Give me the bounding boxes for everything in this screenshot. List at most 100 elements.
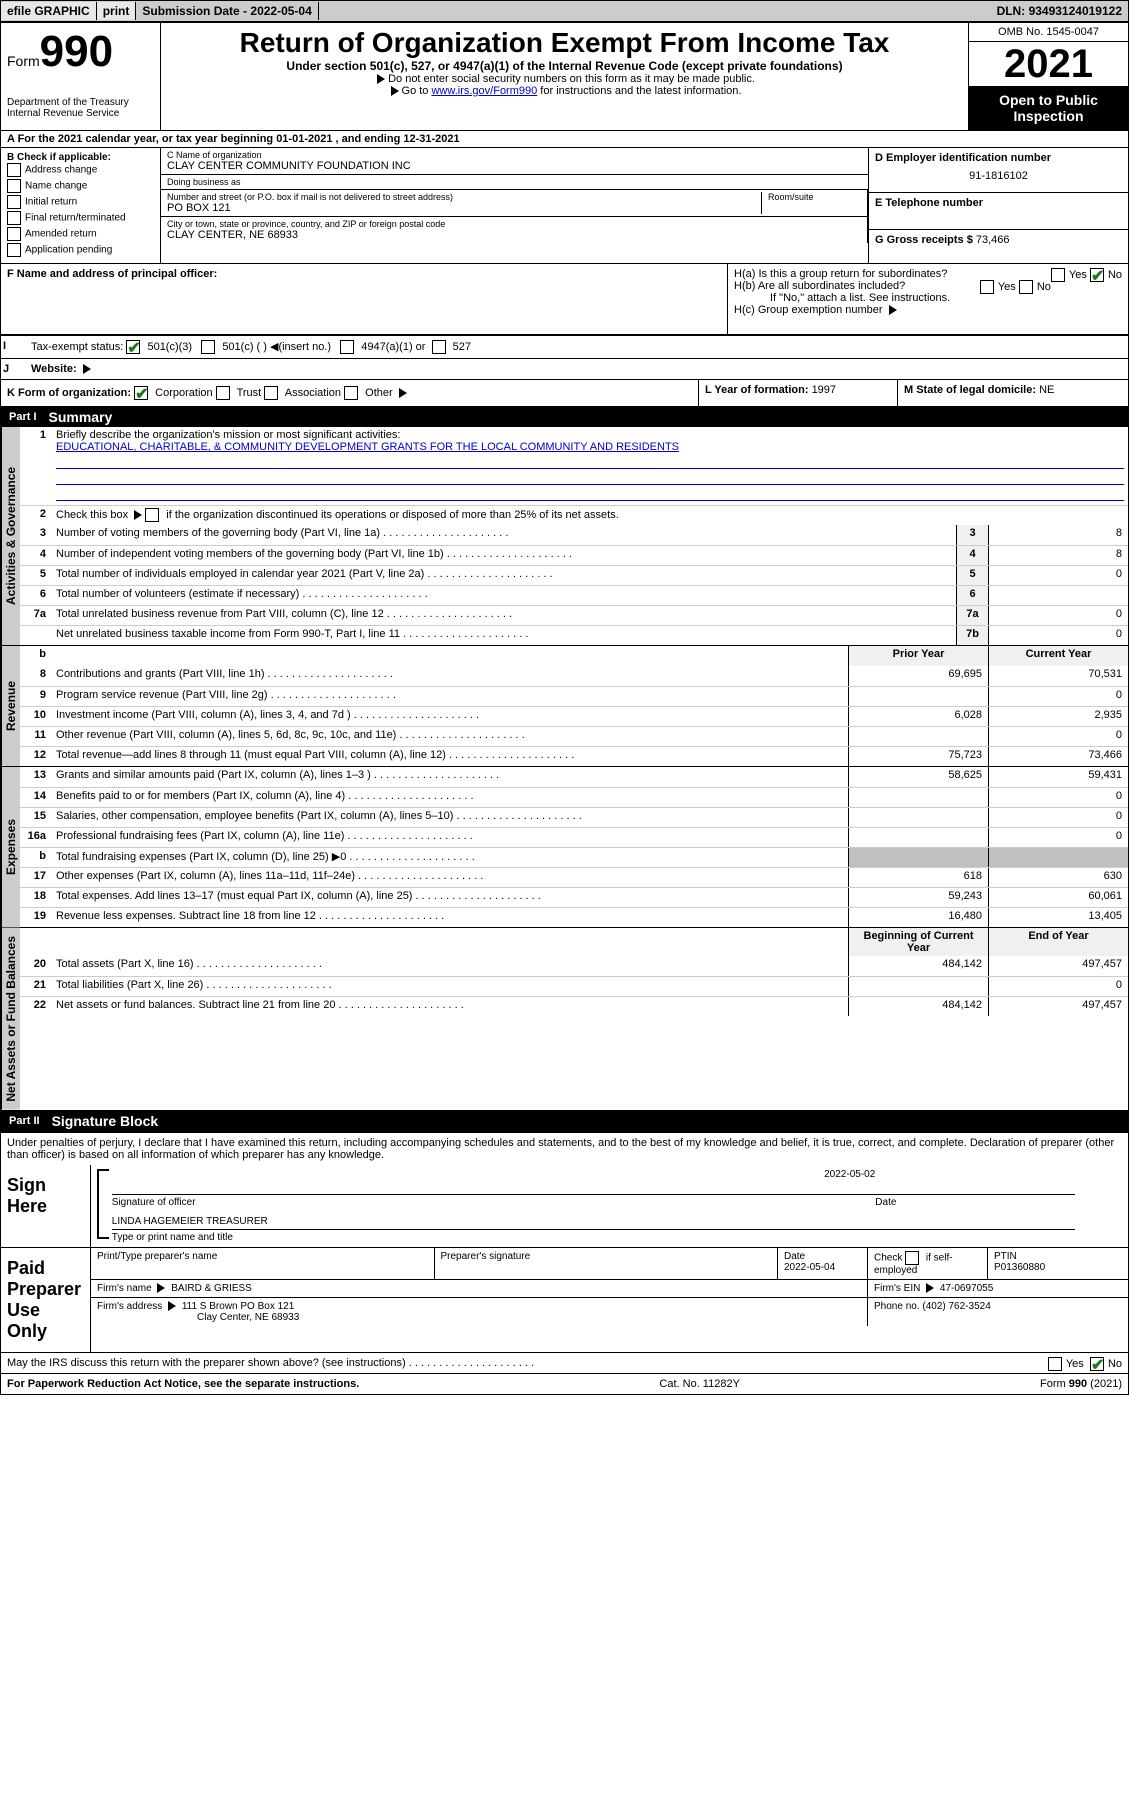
hb-yes-checkbox[interactable] <box>980 280 994 294</box>
footer-right: Form 990 (2021) <box>1040 1378 1122 1390</box>
firm-name-label: Firm's name <box>97 1283 154 1294</box>
checkbox-application-pending[interactable]: Application pending <box>7 243 154 257</box>
k-association-checkbox[interactable] <box>264 386 278 400</box>
current-value: 60,061 <box>988 888 1128 907</box>
line-value: 8 <box>988 546 1128 565</box>
city-label: City or town, state or province, country… <box>167 219 861 229</box>
line-desc: Net unrelated business taxable income fr… <box>52 626 956 645</box>
line-desc: Total fundraising expenses (Part IX, col… <box>52 848 848 867</box>
tax-year: 2021 <box>969 42 1128 86</box>
paid-preparer-row: Paid Preparer Use Only Print/Type prepar… <box>1 1248 1128 1353</box>
line-desc: Professional fundraising fees (Part IX, … <box>52 828 848 847</box>
prior-value <box>848 687 988 706</box>
section-f: F Name and address of principal officer: <box>1 264 728 334</box>
line-14: 14 Benefits paid to or for members (Part… <box>20 787 1128 807</box>
section-c-wrap: C Name of organization CLAY CENTER COMMU… <box>161 148 868 263</box>
part1-title: Summary <box>49 409 113 425</box>
triangle-icon <box>157 1283 165 1293</box>
current-value: 59,431 <box>988 767 1128 787</box>
checkbox-amended-return[interactable]: Amended return <box>7 227 154 241</box>
current-value: 497,457 <box>988 997 1128 1016</box>
prep-sig-label: Preparer's signature <box>441 1251 772 1262</box>
part1-revenue: Revenue b Prior Year Current Year 8 Cont… <box>1 646 1128 767</box>
line-desc: Other expenses (Part IX, column (A), lin… <box>52 868 848 887</box>
tab-net-assets: Net Assets or Fund Balances <box>1 928 20 1110</box>
hb-no-checkbox[interactable] <box>1019 280 1033 294</box>
line-b: b Total fundraising expenses (Part IX, c… <box>20 847 1128 867</box>
sig-date-label: Date <box>875 1197 1075 1208</box>
open-to-public: Open to Public Inspection <box>969 86 1128 130</box>
gross-receipts-label: G Gross receipts $ <box>875 234 973 246</box>
ha-yes-checkbox[interactable] <box>1051 268 1065 282</box>
line-desc: Total expenses. Add lines 13–17 (must eq… <box>52 888 848 907</box>
discuss-no-checkbox[interactable] <box>1090 1357 1104 1371</box>
line-16a: 16a Professional fundraising fees (Part … <box>20 827 1128 847</box>
tab-revenue: Revenue <box>1 646 20 766</box>
line-num: b <box>20 848 52 867</box>
line-desc: Grants and similar amounts paid (Part IX… <box>52 767 848 787</box>
current-value: 70,531 <box>988 666 1128 686</box>
sections-d-e-g: D Employer identification number 91-1816… <box>868 148 1128 263</box>
checkbox-final-return[interactable]: Final return/terminated <box>7 211 154 225</box>
line-desc: Total unrelated business revenue from Pa… <box>52 606 956 625</box>
line-7a: 7a Total unrelated business revenue from… <box>20 605 1128 625</box>
discontinued-checkbox[interactable] <box>145 508 159 522</box>
form-number: 990 <box>40 27 113 76</box>
print-button[interactable]: print <box>97 2 137 20</box>
h-c: H(c) Group exemption number <box>734 304 1122 316</box>
line-num: 6 <box>20 586 52 605</box>
sig-officer-label: Signature of officer <box>112 1197 876 1208</box>
prior-value: 6,028 <box>848 707 988 726</box>
omb-number: OMB No. 1545-0047 <box>969 23 1128 42</box>
room-label: Room/suite <box>768 192 861 202</box>
address-block: Number and street (or P.O. box if mail i… <box>161 190 868 243</box>
line-num: 8 <box>20 666 52 686</box>
org-name-cell: C Name of organization CLAY CENTER COMMU… <box>161 148 868 175</box>
checkbox-name-change[interactable]: Name change <box>7 179 154 193</box>
ha-no-checkbox[interactable] <box>1090 268 1104 282</box>
checkbox-address-change[interactable]: Address change <box>7 163 154 177</box>
line2-desc: Check this box if the organization disco… <box>52 506 1128 525</box>
self-employed-checkbox[interactable] <box>905 1251 919 1265</box>
i-label: I <box>1 336 25 358</box>
501c3-checkbox[interactable] <box>126 340 140 354</box>
line-boxnum: 6 <box>956 586 988 605</box>
sign-here-label: Sign Here <box>1 1165 91 1247</box>
k-other-checkbox[interactable] <box>344 386 358 400</box>
firm-addr-label: Firm's address <box>97 1301 165 1312</box>
current-value: 497,457 <box>988 956 1128 976</box>
k-trust-checkbox[interactable] <box>216 386 230 400</box>
ein-value: 91-1816102 <box>875 164 1122 188</box>
line-num: 20 <box>20 956 52 976</box>
current-value: 0 <box>988 788 1128 807</box>
current-value: 0 <box>988 687 1128 706</box>
irs-link[interactable]: www.irs.gov/Form990 <box>431 85 537 97</box>
sections-k-l-m: K Form of organization: Corporation Trus… <box>1 380 1128 407</box>
line-desc: Total assets (Part X, line 16) <box>52 956 848 976</box>
firm-phone-label: Phone no. <box>874 1301 922 1312</box>
phone-value <box>875 209 1122 225</box>
prior-value <box>848 977 988 996</box>
501c-checkbox[interactable] <box>201 340 215 354</box>
4947-checkbox[interactable] <box>340 340 354 354</box>
line-boxnum: 3 <box>956 525 988 545</box>
form-label: Form <box>7 53 40 69</box>
current-value: 630 <box>988 868 1128 887</box>
discuss-yes-checkbox[interactable] <box>1048 1357 1062 1371</box>
prior-value <box>848 727 988 746</box>
527-checkbox[interactable] <box>432 340 446 354</box>
current-value: 0 <box>988 727 1128 746</box>
j-label: J <box>1 359 25 379</box>
line-desc: Total number of volunteers (estimate if … <box>52 586 956 605</box>
line-3: 3 Number of voting members of the govern… <box>20 525 1128 545</box>
prior-value: 484,142 <box>848 997 988 1016</box>
checkbox-initial-return[interactable]: Initial return <box>7 195 154 209</box>
tab-activities: Activities & Governance <box>1 427 20 645</box>
line-num: 21 <box>20 977 52 996</box>
efile-graphic-button[interactable]: efile GRAPHIC <box>1 2 97 20</box>
topbar-spacer <box>319 9 991 13</box>
line-desc: Number of independent voting members of … <box>52 546 956 565</box>
k-corporation-checkbox[interactable] <box>134 386 148 400</box>
section-m: M State of legal domicile: NE <box>898 380 1128 406</box>
dept-treasury: Department of the Treasury <box>7 97 154 108</box>
